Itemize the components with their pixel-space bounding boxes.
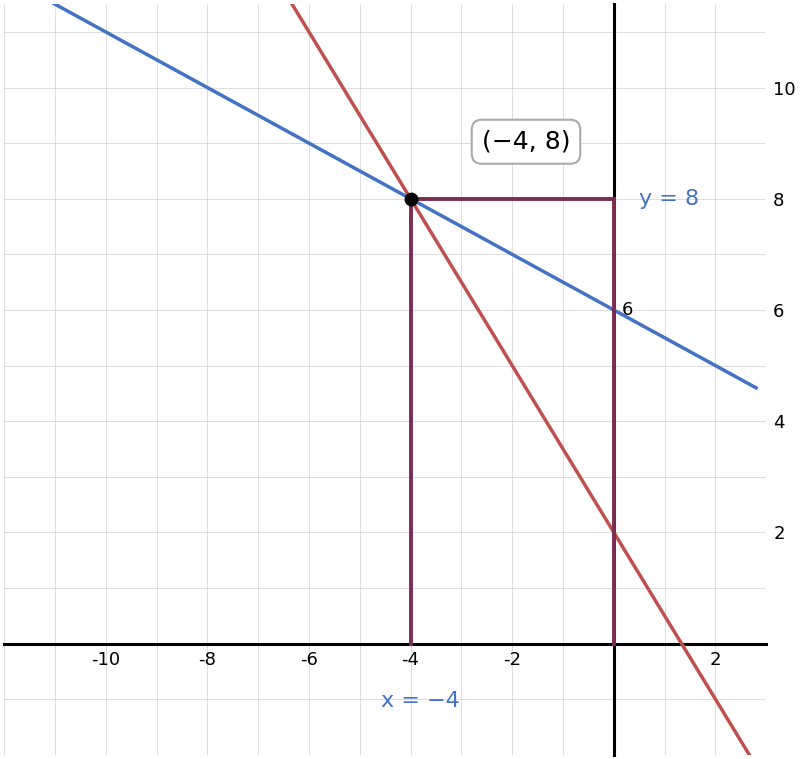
- Text: x = −4: x = −4: [382, 691, 460, 711]
- Text: y = 8: y = 8: [639, 189, 699, 209]
- Text: (−4, 8): (−4, 8): [482, 130, 570, 154]
- Point: [404, 193, 417, 205]
- Text: 6: 6: [622, 301, 633, 319]
